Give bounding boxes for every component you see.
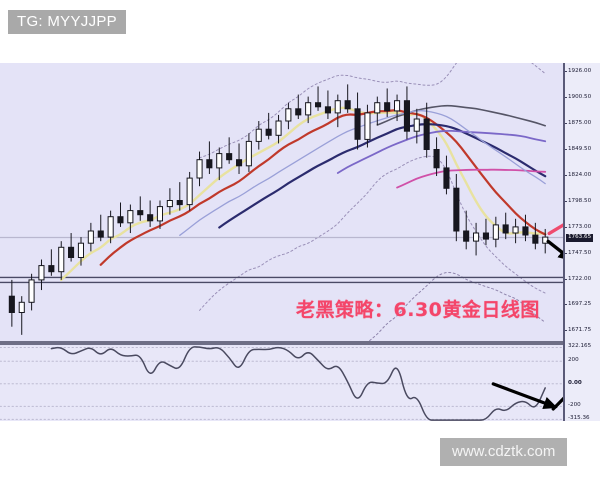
price-tick-1849.50: 1849.50 <box>564 146 592 153</box>
ma-navy-line <box>218 123 547 229</box>
indicator-tick-0.00: 0.00 <box>568 379 582 386</box>
candle-body <box>48 265 55 273</box>
bullish-forecast-arrows <box>547 223 563 236</box>
price-plot-svg <box>0 63 563 343</box>
candle-body <box>473 232 480 242</box>
candle-body <box>354 108 361 140</box>
candle-body <box>147 214 154 222</box>
indicator-tick-200: 200 <box>568 357 579 364</box>
candle-body <box>226 153 233 161</box>
candle-body <box>77 242 85 258</box>
candle-body <box>374 102 381 114</box>
candle-body <box>295 108 302 116</box>
candle-body <box>532 234 539 244</box>
indicator-plot-svg <box>0 346 563 421</box>
indicator-tick--200: -200 <box>568 402 581 409</box>
price-tick-1900.50: 1900.50 <box>564 94 592 101</box>
candle-body <box>305 102 312 116</box>
candle-body <box>186 177 193 206</box>
candle-body <box>315 102 322 108</box>
ma-magenta-line <box>396 168 547 189</box>
ma-gray-line <box>376 104 546 127</box>
price-tick-1824.00: 1824.00 <box>564 172 592 178</box>
candle-body <box>384 102 391 112</box>
price-panel <box>0 63 563 343</box>
candle-body <box>492 224 499 240</box>
candle-body <box>68 246 75 259</box>
candle-body <box>413 118 420 132</box>
candle-body <box>275 120 282 136</box>
price-tick-1875.00: 1875.00 <box>564 120 592 127</box>
candle-body <box>117 216 124 224</box>
candle-body <box>443 167 450 189</box>
candle-body <box>156 206 163 222</box>
candle-body <box>8 295 15 313</box>
gold-daily-chart: 1926.00 1900.50 1875.00 1849.50 1824.00 1798.… <box>0 63 600 421</box>
candle-body <box>512 226 519 234</box>
strategy-annotation: 老黑策略：6.30黄金日线图 <box>296 299 540 321</box>
site-watermark: www.cdztk.com <box>440 438 568 466</box>
band-inner-upper <box>199 63 546 159</box>
candle-body <box>137 210 144 216</box>
indicator-line <box>50 346 546 421</box>
candle-body <box>216 153 223 169</box>
candle-body <box>38 265 45 281</box>
candle-body <box>324 106 331 114</box>
candle-body <box>18 301 25 314</box>
candle-body <box>196 159 203 179</box>
indicator-panel <box>0 346 563 421</box>
candle-body <box>522 226 529 236</box>
price-tick-1798.50: 1798.50 <box>564 198 592 204</box>
candle-body <box>502 224 509 234</box>
bullish-arrow <box>547 223 563 236</box>
panel-divider <box>0 341 600 345</box>
indicator-down-arrow <box>491 382 558 409</box>
indicator-up-arrow <box>551 396 563 411</box>
candle-body <box>236 159 243 167</box>
ma-purple-line <box>336 129 547 174</box>
candle-body <box>482 232 489 240</box>
candle-body <box>364 112 371 140</box>
candle-body <box>206 159 213 169</box>
candle-body <box>433 149 440 169</box>
candle-body <box>463 230 470 242</box>
candle-body <box>166 200 173 208</box>
candle-body <box>87 230 94 244</box>
price-tick-1671.75: 1671.75 <box>564 327 592 333</box>
candle-body <box>285 108 292 122</box>
candlestick-series <box>8 84 549 335</box>
price-tick-1773.00: 1773.00 <box>564 223 592 230</box>
candle-body <box>394 100 401 112</box>
bearish-arrow <box>546 239 563 262</box>
candle-body <box>403 100 410 132</box>
candle-body <box>58 246 65 273</box>
candle-body <box>344 100 351 110</box>
ma-yellow-line <box>60 106 547 282</box>
telegram-watermark: TG: MYYJJPP <box>8 10 126 34</box>
candle-body <box>107 216 114 238</box>
candle-body <box>245 140 252 167</box>
band-inner-lower <box>199 155 546 311</box>
candle-body <box>453 187 460 232</box>
price-tick-1697.25: 1697.25 <box>564 301 592 308</box>
candle-body <box>127 210 134 224</box>
price-tick-1926.00: 1926.00 <box>564 68 592 75</box>
indicator-tick--315.36: -315.36 <box>568 415 590 422</box>
price-tick-1747.50: 1747.50 <box>564 249 592 256</box>
candle-body <box>423 118 430 150</box>
price-tick-1722.00: 1722.00 <box>564 275 592 282</box>
candle-body <box>28 279 35 303</box>
bearish-forecast-arrows <box>546 239 563 262</box>
candle-body <box>265 128 272 136</box>
candle-body <box>334 100 341 114</box>
price-axis[interactable]: 1926.00 1900.50 1875.00 1849.50 1824.00 1798.… <box>563 63 600 421</box>
current-price-badge: 1763.65 <box>566 234 594 242</box>
ma-red-line <box>99 109 547 266</box>
candle-body <box>97 230 104 238</box>
indicator-tick-322.165: 322.165 <box>568 343 592 350</box>
candle-body <box>176 200 183 206</box>
candle-body <box>255 128 262 142</box>
